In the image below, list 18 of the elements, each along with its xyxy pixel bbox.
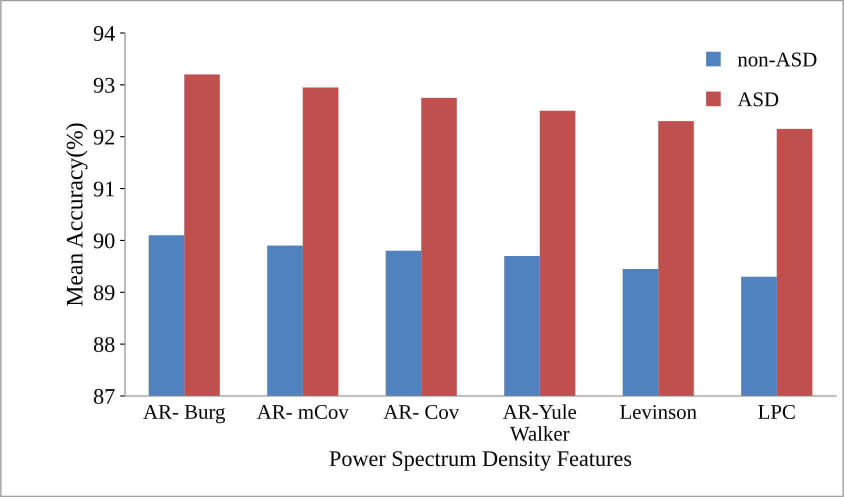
x-tick-label: AR-Yule Walker	[502, 404, 576, 441]
y-tick-label: 90	[94, 233, 114, 248]
y-axis-title: Mean Accuracy(%)	[66, 123, 88, 306]
legend-label: ASD	[738, 92, 778, 106]
x-tick-label: Levinson	[620, 404, 697, 419]
legend-label: non-ASD	[738, 52, 816, 67]
x-tick-label: AR- Cov	[384, 404, 460, 419]
y-tick-label: 88	[94, 337, 114, 352]
y-tick-label: 92	[94, 130, 114, 145]
y-tick-label: 89	[94, 285, 114, 300]
y-tick-label: 94	[94, 26, 115, 41]
y-tick-label: 93	[94, 78, 114, 93]
x-tick-label: AR- mCov	[256, 404, 349, 419]
y-tick-label: 91	[94, 182, 114, 196]
x-axis-title: Power Spectrum Density Features	[330, 451, 632, 471]
x-tick-label: LPC	[758, 404, 795, 419]
y-tick-label: 87	[94, 388, 115, 404]
x-tick-label: AR- Burg	[143, 404, 226, 424]
